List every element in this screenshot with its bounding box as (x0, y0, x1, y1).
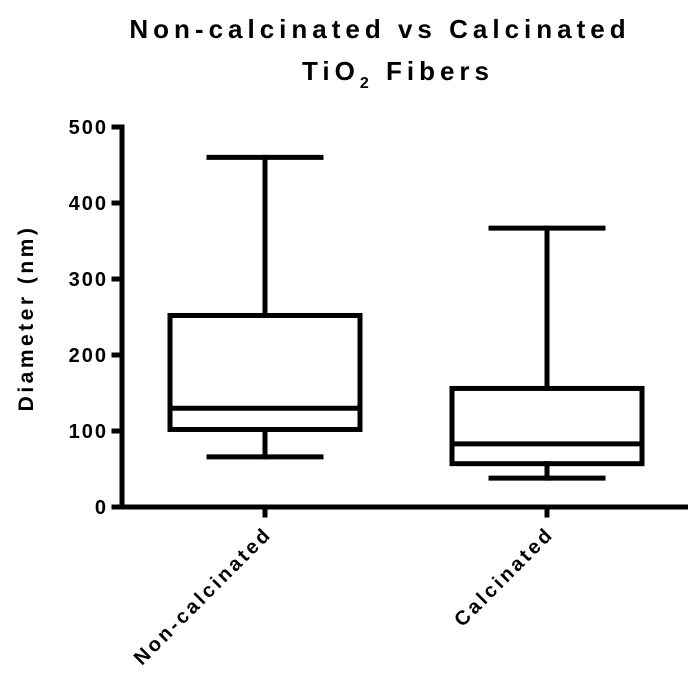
box-iqr (449, 385, 645, 467)
chart-title-line-2: TiO2 Fibers (302, 56, 494, 92)
y-tick-label: 0 (95, 497, 108, 519)
y-tick-label: 300 (69, 269, 108, 291)
plot-area: 0 100 200 300 400 500 Non-calcinated Calcinated (69, 117, 688, 670)
y-tick-label: 400 (69, 193, 108, 215)
chart-title-main: TiO (302, 56, 360, 86)
chart-title-subscript: 2 (360, 75, 374, 92)
x-category-label: Calcinated (450, 523, 558, 631)
box-iqr (167, 312, 363, 432)
y-tick-label: 200 (69, 345, 108, 367)
y-axis-label: Diameter (nm) (15, 225, 38, 412)
y-tick-label: 500 (69, 117, 108, 139)
chart-title-end: Fibers (374, 56, 494, 86)
chart-title-line-1: Non-calcinated vs Calcinated (129, 14, 630, 44)
x-category-label: Non-calcinated (130, 523, 277, 670)
y-tick-label: 100 (69, 421, 108, 443)
